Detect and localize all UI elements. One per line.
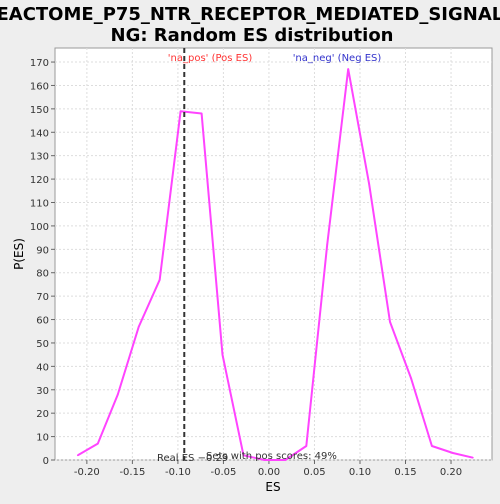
chart-title-line-1: REACTOME_P75_NTR_RECEPTOR_MEDIATED_SIGNA… — [0, 4, 500, 25]
y-tick-label: 130 — [30, 152, 49, 163]
x-axis-label: ES — [265, 480, 280, 494]
x-tick-label: 0.20 — [440, 467, 462, 478]
data-point — [326, 243, 329, 246]
data-point — [347, 68, 349, 70]
x-tick-label: -0.20 — [74, 467, 100, 478]
axes: 0 10 20 30 40 50 60 70 80 90 100 110 120 130 140 150 160… — [30, 58, 462, 478]
y-tick-label: 170 — [30, 58, 49, 69]
data-point — [410, 377, 412, 379]
data-point — [76, 454, 79, 457]
x-tick-label: 0.05 — [303, 467, 325, 478]
es-distribution-line — [77, 68, 474, 461]
chart-title-line-2: NG: Random ES distribution — [111, 25, 394, 46]
data-point — [117, 393, 119, 396]
data-point — [389, 321, 391, 323]
data-point — [96, 442, 99, 445]
y-tick-label: 20 — [36, 409, 49, 420]
na-pos-annotation: 'na_pos' (Pos ES) — [168, 53, 253, 64]
y-tick-label: 0 — [43, 456, 49, 467]
x-tick-label: -0.05 — [210, 467, 236, 478]
data-point — [472, 456, 474, 459]
x-tick-label: -0.10 — [165, 467, 191, 478]
y-tick-label: 50 — [36, 339, 49, 350]
y-tick-label: 110 — [30, 199, 49, 210]
y-tick-label: 160 — [30, 81, 49, 92]
data-point — [452, 452, 454, 454]
y-tick-label: 60 — [36, 316, 49, 327]
x-tick-label: 0.00 — [258, 467, 280, 478]
data-point — [179, 110, 182, 113]
data-point — [368, 182, 370, 185]
data-point — [431, 445, 433, 447]
plot-area — [54, 47, 493, 461]
y-tick-label: 70 — [36, 292, 49, 303]
data-point — [284, 459, 287, 461]
y-tick-label: 80 — [36, 269, 49, 280]
grid — [55, 48, 492, 461]
data-point — [158, 278, 161, 281]
y-tick-label: 150 — [30, 105, 49, 116]
y-tick-label: 40 — [36, 362, 49, 373]
series — [76, 68, 474, 461]
y-tick-label: 100 — [30, 222, 49, 233]
y-tick-label: 90 — [36, 245, 49, 256]
y-tick-label: 30 — [36, 386, 49, 397]
y-axis-label: P(ES) — [12, 238, 26, 270]
y-tick-label: 140 — [30, 128, 49, 139]
pos-scores-annotation: Sets with pos scores: 49% — [206, 451, 337, 462]
data-point — [305, 445, 308, 447]
data-point — [263, 459, 266, 461]
real-es-annotation: Real ES −0.29 — [157, 453, 228, 464]
y-tick-label: 10 — [36, 433, 49, 444]
x-tick-label: 0.15 — [394, 467, 416, 478]
data-point — [200, 112, 203, 115]
data-point — [242, 454, 245, 457]
data-point — [137, 325, 140, 328]
na-neg-annotation: 'na_neg' (Neg ES) — [293, 53, 382, 64]
x-tick-label: -0.15 — [119, 467, 145, 478]
x-tick-label: 0.10 — [349, 467, 371, 478]
data-point — [221, 353, 224, 356]
y-tick-label: 120 — [30, 175, 49, 186]
